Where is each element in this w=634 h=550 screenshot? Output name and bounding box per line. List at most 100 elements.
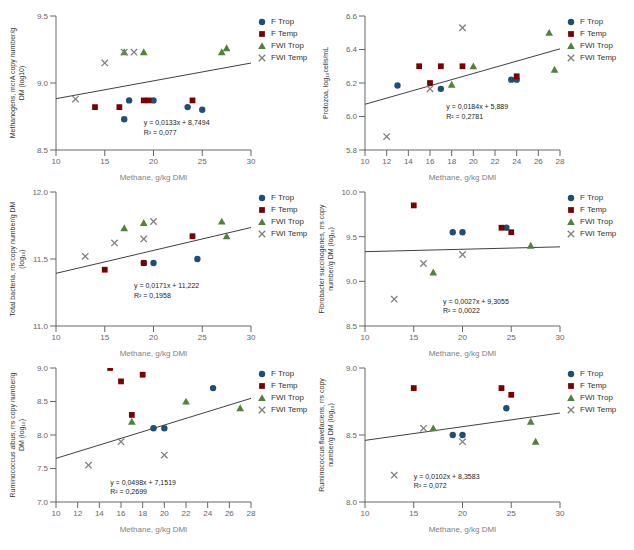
svg-text:8.5: 8.5: [37, 146, 49, 155]
svg-text:y = 0,0171x + 11,222R² = 0,195: y = 0,0171x + 11,222R² = 0,1958: [134, 282, 199, 298]
svg-text:20: 20: [160, 509, 169, 518]
svg-text:Methane, g/kg DMI: Methane, g/kg DMI: [429, 173, 497, 182]
svg-text:6.6: 6.6: [346, 12, 358, 21]
svg-text:9.0: 9.0: [37, 364, 49, 373]
svg-text:8.5: 8.5: [346, 322, 358, 331]
svg-text:25: 25: [198, 333, 207, 342]
svg-text:Fibrobacter succinogenes, rrs: Fibrobacter succinogenes, rrs copynumber…: [318, 204, 334, 313]
html-text:FWI Trop: FWI Trop: [580, 217, 613, 226]
svg-text:6.4: 6.4: [346, 45, 358, 54]
svg-text:10: 10: [52, 157, 61, 166]
svg-text:Ruminococcus albus, rrs copy n: Ruminococcus albus, rrs copy number/gDM …: [9, 372, 25, 497]
svg-text:6.2: 6.2: [346, 79, 358, 88]
svg-text:30: 30: [247, 333, 256, 342]
html-text:F Temp: F Temp: [271, 381, 298, 390]
svg-text:30: 30: [247, 157, 256, 166]
svg-text:Total bacteria, rrs copy numbe: Total bacteria, rrs copy number/g DM(log…: [9, 201, 25, 316]
svg-text:10: 10: [52, 333, 61, 342]
svg-text:30: 30: [556, 509, 565, 518]
html-text:F Trop: F Trop: [271, 193, 295, 202]
svg-text:20: 20: [458, 509, 467, 518]
svg-text:Methane, g/kg DMI: Methane, g/kg DMI: [120, 173, 188, 182]
svg-text:Protozoa, log₁₀cells/mL: Protozoa, log₁₀cells/mL: [322, 47, 330, 119]
html-text:F Temp: F Temp: [271, 205, 298, 214]
svg-text:Ruminococcus flavefaciens, rrs: Ruminococcus flavefaciens, rrs copynumbe…: [318, 378, 334, 492]
svg-text:y = 0,0184x + 5,889R² = 0,2781: y = 0,0184x + 5,889R² = 0,2781: [446, 103, 508, 119]
svg-text:15: 15: [100, 157, 109, 166]
html-text:FWI Trop: FWI Trop: [271, 393, 304, 402]
html-text:FWI Temp: FWI Temp: [271, 53, 308, 62]
svg-text:26: 26: [225, 509, 234, 518]
svg-text:12.0: 12.0: [32, 188, 48, 197]
svg-text:Methane, g/kg DMI: Methane, g/kg DMI: [429, 525, 497, 534]
svg-text:Methane, g/kg DMI: Methane, g/kg DMI: [120, 349, 188, 358]
svg-text:Methanogens, mcrA copy number/: Methanogens, mcrA copy number/gDM (log10…: [9, 28, 25, 139]
svg-text:24: 24: [512, 157, 521, 166]
svg-text:12: 12: [73, 509, 82, 518]
svg-text:8.0: 8.0: [346, 498, 358, 507]
svg-text:7.0: 7.0: [37, 498, 49, 507]
svg-text:16: 16: [426, 157, 435, 166]
svg-text:9.0: 9.0: [346, 364, 358, 373]
svg-text:10: 10: [361, 333, 370, 342]
svg-text:20: 20: [149, 333, 158, 342]
svg-text:8.5: 8.5: [37, 397, 49, 406]
svg-text:20: 20: [149, 157, 158, 166]
svg-text:22: 22: [491, 157, 500, 166]
svg-text:y = 0,0498x + 7,1519R² = 0,269: y = 0,0498x + 7,1519R² = 0,2699: [110, 479, 176, 495]
svg-text:24: 24: [203, 509, 212, 518]
html-text:FWI Trop: FWI Trop: [271, 217, 304, 226]
svg-text:14: 14: [404, 157, 413, 166]
svg-text:15: 15: [100, 333, 109, 342]
svg-text:20: 20: [469, 157, 478, 166]
svg-text:25: 25: [198, 157, 207, 166]
svg-text:10.0: 10.0: [341, 188, 357, 197]
svg-text:10: 10: [361, 157, 370, 166]
svg-text:Methane, g/kg DMI: Methane, g/kg DMI: [429, 349, 497, 358]
html-text:F Temp: F Temp: [580, 205, 607, 214]
svg-text:15: 15: [409, 333, 418, 342]
svg-text:9.5: 9.5: [37, 12, 49, 21]
html-text:F Trop: F Trop: [271, 369, 295, 378]
svg-text:22: 22: [182, 509, 191, 518]
svg-text:25: 25: [507, 333, 516, 342]
svg-text:5.8: 5.8: [346, 146, 358, 155]
svg-text:18: 18: [138, 509, 147, 518]
html-text:F Trop: F Trop: [580, 193, 604, 202]
svg-text:15: 15: [409, 509, 418, 518]
svg-text:20: 20: [458, 333, 467, 342]
svg-text:11.5: 11.5: [33, 255, 49, 264]
svg-text:8.5: 8.5: [346, 431, 358, 440]
svg-text:y = 0,0102x + 8,3583R² = 0,072: y = 0,0102x + 8,3583R² = 0,072: [414, 473, 480, 489]
svg-text:28: 28: [247, 509, 256, 518]
html-text:F Trop: F Trop: [580, 17, 604, 26]
svg-text:25: 25: [507, 509, 516, 518]
svg-text:7.5: 7.5: [37, 464, 49, 473]
svg-text:11.0: 11.0: [33, 322, 49, 331]
svg-text:12: 12: [382, 157, 391, 166]
html-text:FWI Temp: FWI Temp: [580, 53, 617, 62]
html-text:FWI Trop: FWI Trop: [580, 41, 613, 50]
svg-text:10: 10: [52, 509, 61, 518]
svg-text:28: 28: [556, 157, 565, 166]
svg-text:8.0: 8.0: [37, 431, 49, 440]
svg-text:9.5: 9.5: [346, 233, 358, 242]
html-text:F Temp: F Temp: [580, 29, 607, 38]
html-text:F Trop: F Trop: [271, 17, 295, 26]
svg-text:y = 0,0027x + 9,3055R² = 0,002: y = 0,0027x + 9,3055R² = 0,0022: [443, 298, 509, 314]
svg-text:14: 14: [95, 509, 104, 518]
html-text:FWI Temp: FWI Temp: [580, 229, 617, 238]
svg-text:9.0: 9.0: [346, 277, 358, 286]
svg-text:Methane, g/kg DMI: Methane, g/kg DMI: [120, 525, 188, 534]
html-text:FWI Temp: FWI Temp: [271, 229, 308, 238]
html-text:F Temp: F Temp: [271, 29, 298, 38]
svg-text:16: 16: [117, 509, 126, 518]
html-text:FWI Trop: FWI Trop: [271, 41, 304, 50]
svg-text:30: 30: [556, 333, 565, 342]
svg-text:y = 0,0133x + 8,7494R² = 0,077: y = 0,0133x + 8,7494R² = 0,077: [144, 119, 210, 135]
svg-text:6.0: 6.0: [346, 112, 358, 121]
svg-text:26: 26: [534, 157, 543, 166]
svg-text:9.0: 9.0: [37, 79, 49, 88]
svg-text:10: 10: [361, 509, 370, 518]
svg-text:18: 18: [447, 157, 456, 166]
